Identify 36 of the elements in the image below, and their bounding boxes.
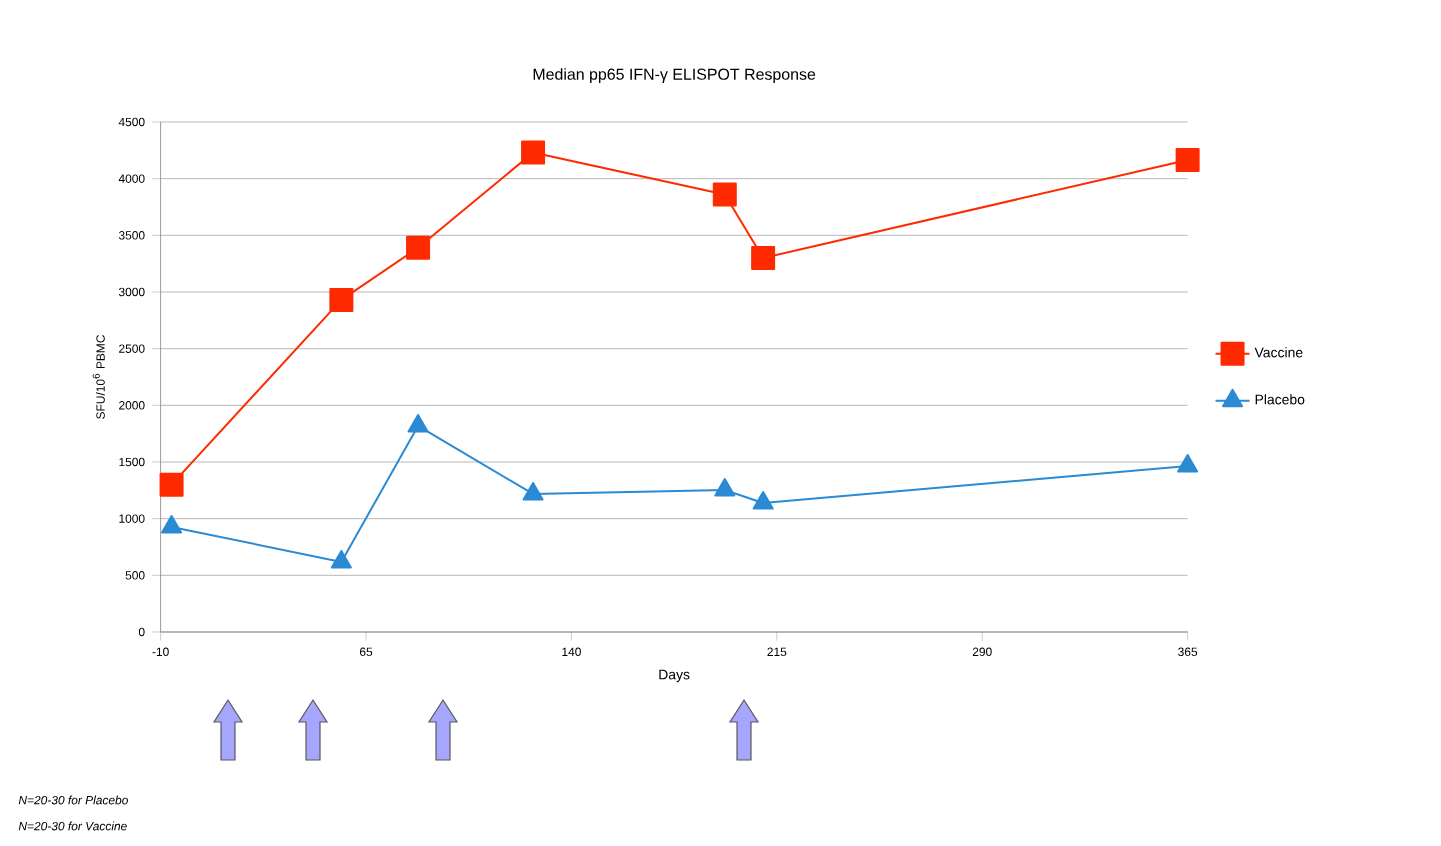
y-tick-label: 2000	[119, 401, 145, 410]
point	[712, 182, 737, 207]
point	[161, 514, 183, 534]
point	[1175, 147, 1200, 172]
x-tick-label: 140	[562, 647, 581, 657]
x-tick-label: 290	[972, 647, 992, 657]
chart-title: Median pp65 IFN-γ ELISPOT Response	[533, 68, 816, 83]
legend-label: Placebo	[1255, 394, 1305, 405]
x-tick-label: 365	[1178, 647, 1198, 657]
y-tick-label: 3000	[118, 287, 145, 297]
y-tick-label: 4500	[118, 117, 145, 127]
y-tick-label: 0	[138, 627, 145, 637]
y-tick-label: 1500	[119, 457, 145, 467]
point	[521, 140, 546, 165]
y-tick-label: 2500	[119, 344, 145, 353]
point	[407, 413, 429, 433]
point	[329, 287, 354, 312]
text: N=20-30 for Placebo	[18, 795, 128, 805]
x-axis-title: Days	[659, 669, 690, 683]
point	[714, 477, 736, 497]
y-tick-label: 3500	[118, 231, 145, 240]
point	[752, 491, 774, 510]
point	[751, 246, 776, 270]
x-tick-label: 65	[359, 647, 373, 657]
y-axis-title: SFU/10$^{6}$ PBMC	[92, 334, 105, 419]
x-tick-label: 215	[767, 647, 787, 657]
point	[406, 235, 431, 260]
legend-label: Vaccine	[1254, 347, 1303, 358]
y-tick-label: 4000	[118, 174, 145, 183]
y-tick-label: 500	[125, 571, 145, 580]
point	[330, 549, 352, 569]
y-tick-label: 1000	[119, 514, 145, 523]
point	[522, 481, 544, 501]
text: N=20-30 for Vaccine	[18, 821, 127, 831]
x-tick-label: -10	[152, 647, 169, 657]
point	[1177, 453, 1199, 473]
